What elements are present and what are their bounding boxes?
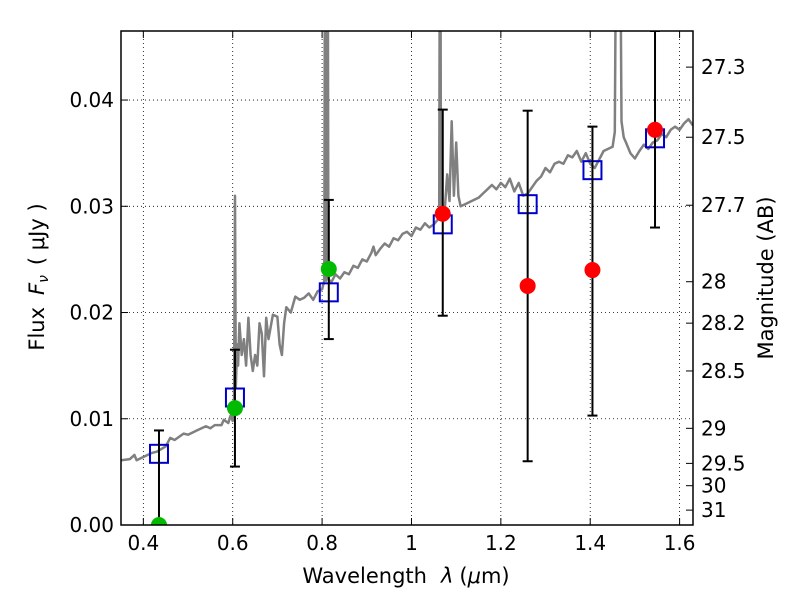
detections-optical-point [150,517,167,525]
y-tick-label: 0.03 [69,194,114,218]
y2-tick-label: 29.5 [701,451,746,475]
y2-axis-label: Magnitude (AB) [754,196,778,359]
x-tick-label: 1.2 [485,531,517,555]
y-axis-label: FluxFν( μJy ) [25,203,52,350]
x-axis-label: Wavelength λ (μm) [302,564,509,588]
y-tick-label: 0.04 [69,88,114,112]
detections-nir-point [584,262,601,279]
detections-nir-point [519,277,536,294]
detections-nir-point [434,205,451,222]
y2-tick-label: 29 [701,416,726,440]
x-tick-label: 0.6 [217,531,249,555]
y2-tick-label: 27.7 [701,193,746,217]
y2-tick-label: 28.2 [701,311,746,335]
y2-tick-label: 31 [701,498,726,522]
spectrum-line [121,31,693,462]
y2-tick-label: 27.3 [701,55,746,79]
x-tick-label: 0.8 [306,531,338,555]
detections-optical-point [226,400,243,417]
x-tick-label: 1.4 [574,531,606,555]
x-tick-label: 1.6 [664,531,696,555]
y2-tick-label: 30 [701,474,726,498]
y-tick-label: 0.00 [69,513,114,537]
y-tick-label: 0.01 [69,407,114,431]
axes-frame [120,30,694,526]
plot-area [121,31,693,525]
y2-tick-label: 27.5 [701,125,746,149]
detections-optical-point [320,260,337,277]
y-tick-label: 0.02 [69,301,114,325]
x-tick-label: 0.4 [127,531,159,555]
x-tick-label: 1 [405,531,418,555]
y2-tick-label: 28.5 [701,359,746,383]
detections-nir-point [647,121,664,138]
ticks: 0.4 0.6 0.8 1 1.2 1.4 1.6 0.00 0.01 0.02 0.03 0.04 2… [69,31,746,555]
y2-tick-label: 28 [701,270,726,294]
